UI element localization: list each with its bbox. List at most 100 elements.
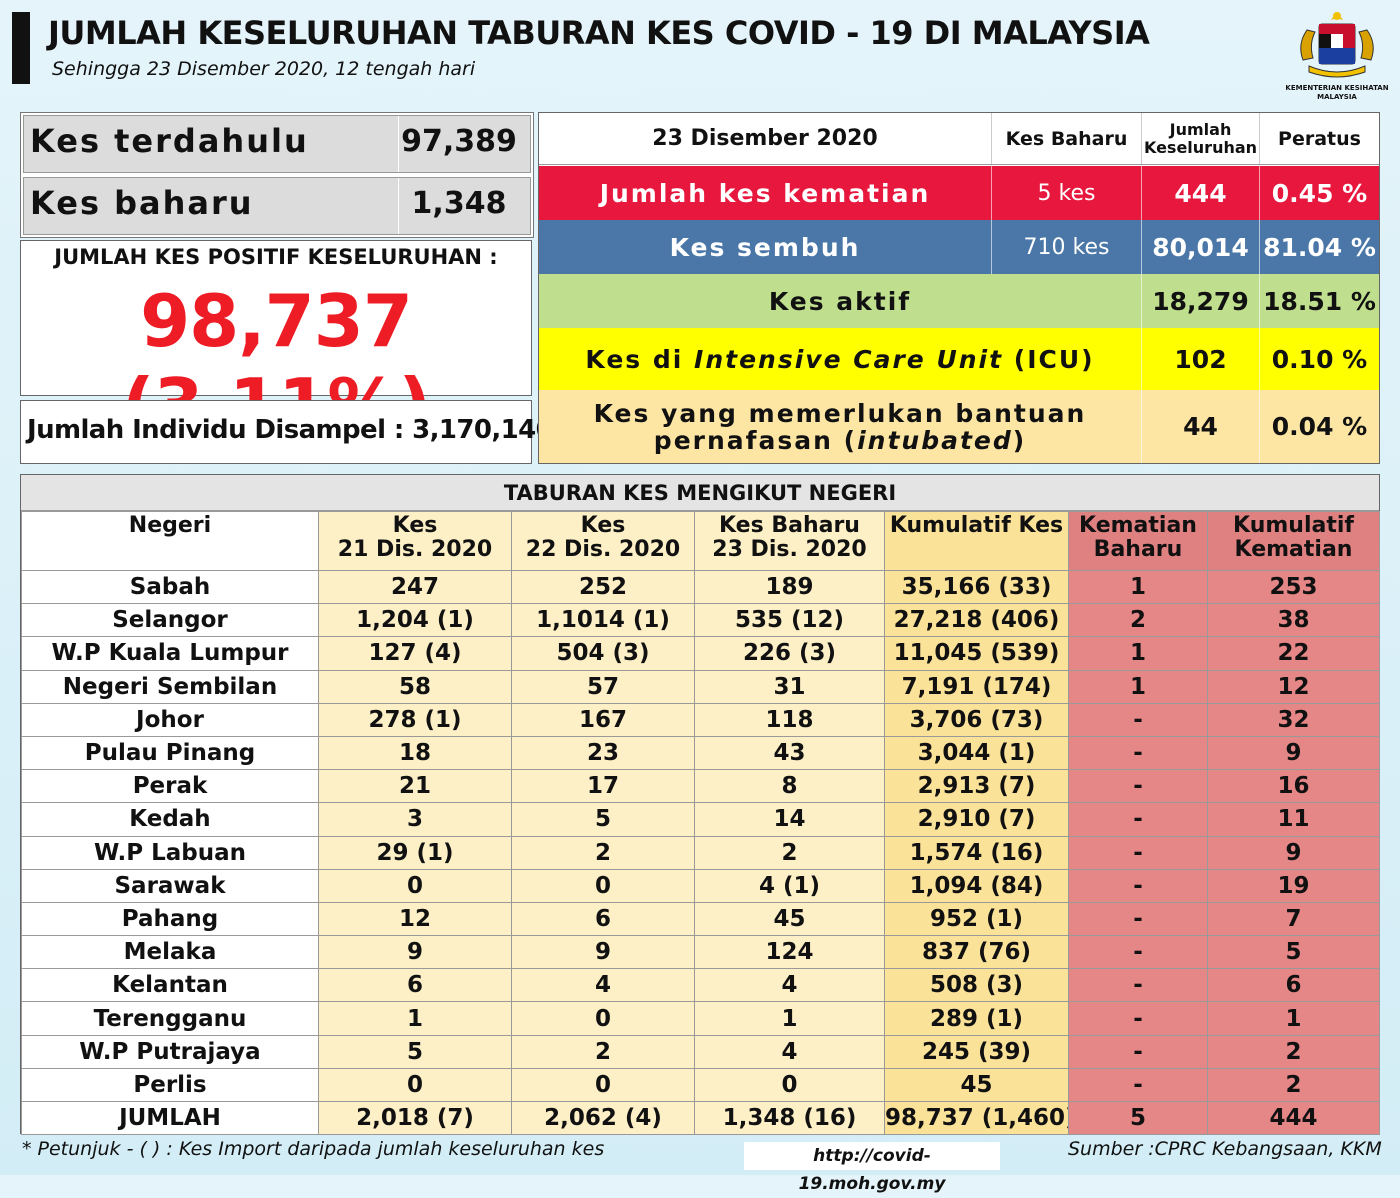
new-cases-value: 1,348: [411, 186, 507, 221]
intubated-label-line2: pernafasan (intubated): [654, 427, 1026, 454]
cases-21-dec: 127 (4): [318, 636, 512, 671]
column-header: Kes Baharu 23 Dis. 2020: [694, 511, 885, 571]
new-cases-23-dec: 4: [694, 968, 885, 1003]
cases-21-dec: 3: [318, 802, 512, 837]
coat-of-arms-icon: [1300, 12, 1374, 78]
cases-21-dec: 1: [318, 1001, 512, 1036]
column-header-line2: Baharu: [1093, 537, 1183, 562]
table-row: Sabah 247 252 189 35,166 (33) 1 253: [21, 569, 1380, 605]
cumulative-cases: 952 (1): [884, 901, 1069, 937]
new-cases-23-dec: 4: [694, 1034, 885, 1069]
cumulative-deaths: 5: [1207, 935, 1380, 970]
recovered-total: 80,014: [1141, 220, 1259, 274]
icu-label-em: Intensive Care Unit: [694, 344, 1004, 374]
column-header-line1: Kumulatif Kes: [889, 513, 1064, 538]
table-row: Selangor 1,204 (1) 1,1014 (1) 535 (12) 27,21…: [21, 603, 1380, 638]
new-deaths: 2: [1068, 603, 1208, 638]
cumulative-cases: 45: [884, 1067, 1069, 1103]
new-cases-23-dec: 535 (12): [694, 603, 885, 638]
new-cases-23-dec: 226 (3): [694, 636, 885, 671]
cumulative-deaths: 6: [1207, 968, 1380, 1003]
new-deaths: -: [1068, 1034, 1208, 1069]
new-cases-23-dec: 45: [694, 901, 885, 937]
new-cases-23-dec: 1: [694, 1001, 885, 1036]
cases-22-dec: 0: [511, 1001, 695, 1036]
column-header-line2: Kematian: [1234, 537, 1353, 562]
state-table-body: Sabah 247 252 189 35,166 (33) 1 253 Selangor 1,2…: [21, 569, 1380, 1136]
column-header-line1: Kes: [392, 513, 438, 538]
column-header: Kumulatif Kes: [884, 511, 1069, 571]
cases-21-dec: 2,018 (7): [318, 1100, 512, 1136]
total-header: Jumlah Keseluruhan: [1141, 113, 1259, 164]
intubated-row: Kes yang memerlukan bantuan pernafasan (…: [539, 390, 1379, 463]
cases-21-dec: 12: [318, 901, 512, 937]
cumulative-cases: 27,218 (406): [884, 603, 1069, 638]
cases-22-dec: 2: [511, 1034, 695, 1069]
icu-label-pre: Kes di: [585, 344, 695, 374]
cumulative-deaths: 2: [1207, 1034, 1380, 1069]
state-name: W.P Labuan: [21, 835, 319, 870]
page-title: JUMLAH KESELURUHAN TABURAN KES COVID - 1…: [48, 14, 1150, 52]
table-row: Melaka 9 9 124 837 (76) -5: [21, 935, 1380, 970]
new-deaths: -: [1068, 735, 1208, 771]
table-row: Perlis 0 0 0 45-2: [21, 1067, 1380, 1103]
column-header: Kumulatif Kematian: [1207, 511, 1380, 571]
cumulative-cases: 289 (1): [884, 1001, 1069, 1036]
state-table-grid: Negeri Kes 21 Dis. 2020 Kes 22 Dis. 2020 Kes …: [21, 511, 1380, 1136]
cumulative-deaths: 9: [1207, 735, 1380, 771]
cases-22-dec: 252: [511, 569, 695, 605]
cases-22-dec: 9: [511, 935, 695, 970]
total-positive-box: JUMLAH KES POSITIF KESELURUHAN : 98,737 …: [20, 240, 532, 447]
new-cases-23-dec: 1,348 (16): [694, 1100, 885, 1136]
intubated-percent: 0.04 %: [1259, 390, 1379, 463]
cumulative-deaths: 38: [1207, 603, 1380, 638]
total-positive-label: JUMLAH KES POSITIF KESELURUHAN :: [54, 245, 498, 269]
recovered-percent: 81.04 %: [1259, 220, 1379, 274]
cases-21-dec: 5: [318, 1034, 512, 1069]
recovered-label: Kes sembuh: [669, 232, 861, 262]
column-header-line1: Kumulatif: [1233, 513, 1354, 538]
table-row: Sarawak 0 0 4 (1) 1,094 (84) -19: [21, 868, 1380, 903]
table-row: Kelantan 6 4 4 508 (3) -6: [21, 968, 1380, 1003]
cases-22-dec: 4: [511, 968, 695, 1003]
column-header: Kes 22 Dis. 2020: [511, 511, 695, 571]
cases-22-dec: 23: [511, 735, 695, 771]
cumulative-deaths: 16: [1207, 769, 1380, 804]
page-subtitle: Sehingga 23 Disember 2020, 12 tengah har…: [52, 58, 476, 80]
state-name: Sabah: [21, 569, 319, 605]
new-deaths: -: [1068, 901, 1208, 937]
cases-21-dec: 6: [318, 968, 512, 1003]
new-cases-row: Kes baharu 1,348: [23, 177, 531, 235]
cases-22-dec: 6: [511, 901, 695, 937]
column-header-line1: Kes: [580, 513, 626, 538]
cases-22-dec: 0: [511, 1067, 695, 1103]
column-header-line1: Kes Baharu: [719, 513, 860, 538]
state-name: Pahang: [21, 901, 319, 937]
new-cases-23-dec: 124: [694, 935, 885, 970]
sampled-individuals-text: Jumlah Individu Disampel : 3,170,140: [27, 415, 554, 445]
cumulative-cases: 35,166 (33): [884, 569, 1069, 605]
state-table-header-row: Negeri Kes 21 Dis. 2020 Kes 22 Dis. 2020 Kes …: [21, 511, 1380, 571]
cumulative-cases: 245 (39): [884, 1034, 1069, 1069]
table-row: Pahang 12 6 45 952 (1) -7: [21, 901, 1380, 937]
cumulative-deaths: 2: [1207, 1067, 1380, 1103]
cases-22-dec: 5: [511, 802, 695, 837]
deaths-new: 5 kes: [991, 166, 1141, 220]
cumulative-deaths: 1: [1207, 1001, 1380, 1036]
new-deaths: -: [1068, 1067, 1208, 1103]
cumulative-cases: 1,574 (16): [884, 835, 1069, 870]
intubated-total: 44: [1141, 390, 1259, 463]
table-row: Pulau Pinang 18 23 43 3,044 (1) -9: [21, 735, 1380, 771]
state-table-title: TABURAN KES MENGIKUT NEGERI: [21, 475, 1379, 511]
cumulative-deaths: 444: [1207, 1100, 1380, 1136]
previous-cases-label: Kes terdahulu: [30, 122, 309, 160]
cumulative-cases: 3,706 (73): [884, 702, 1069, 737]
website-link[interactable]: http://covid-19.moh.gov.my: [744, 1142, 1000, 1194]
cumulative-cases: 7,191 (174): [884, 669, 1069, 704]
intubated-label-line2-post: ): [1012, 425, 1027, 455]
ministry-logo: KEMENTERIAN KESIHATAN MALAYSIA: [1282, 8, 1392, 103]
status-table: 23 Disember 2020 Kes Baharu Jumlah Kesel…: [538, 112, 1380, 464]
cases-21-dec: 247: [318, 569, 512, 605]
state-name: Terengganu: [21, 1001, 319, 1036]
intubated-label-line2-pre: pernafasan (: [653, 425, 858, 455]
